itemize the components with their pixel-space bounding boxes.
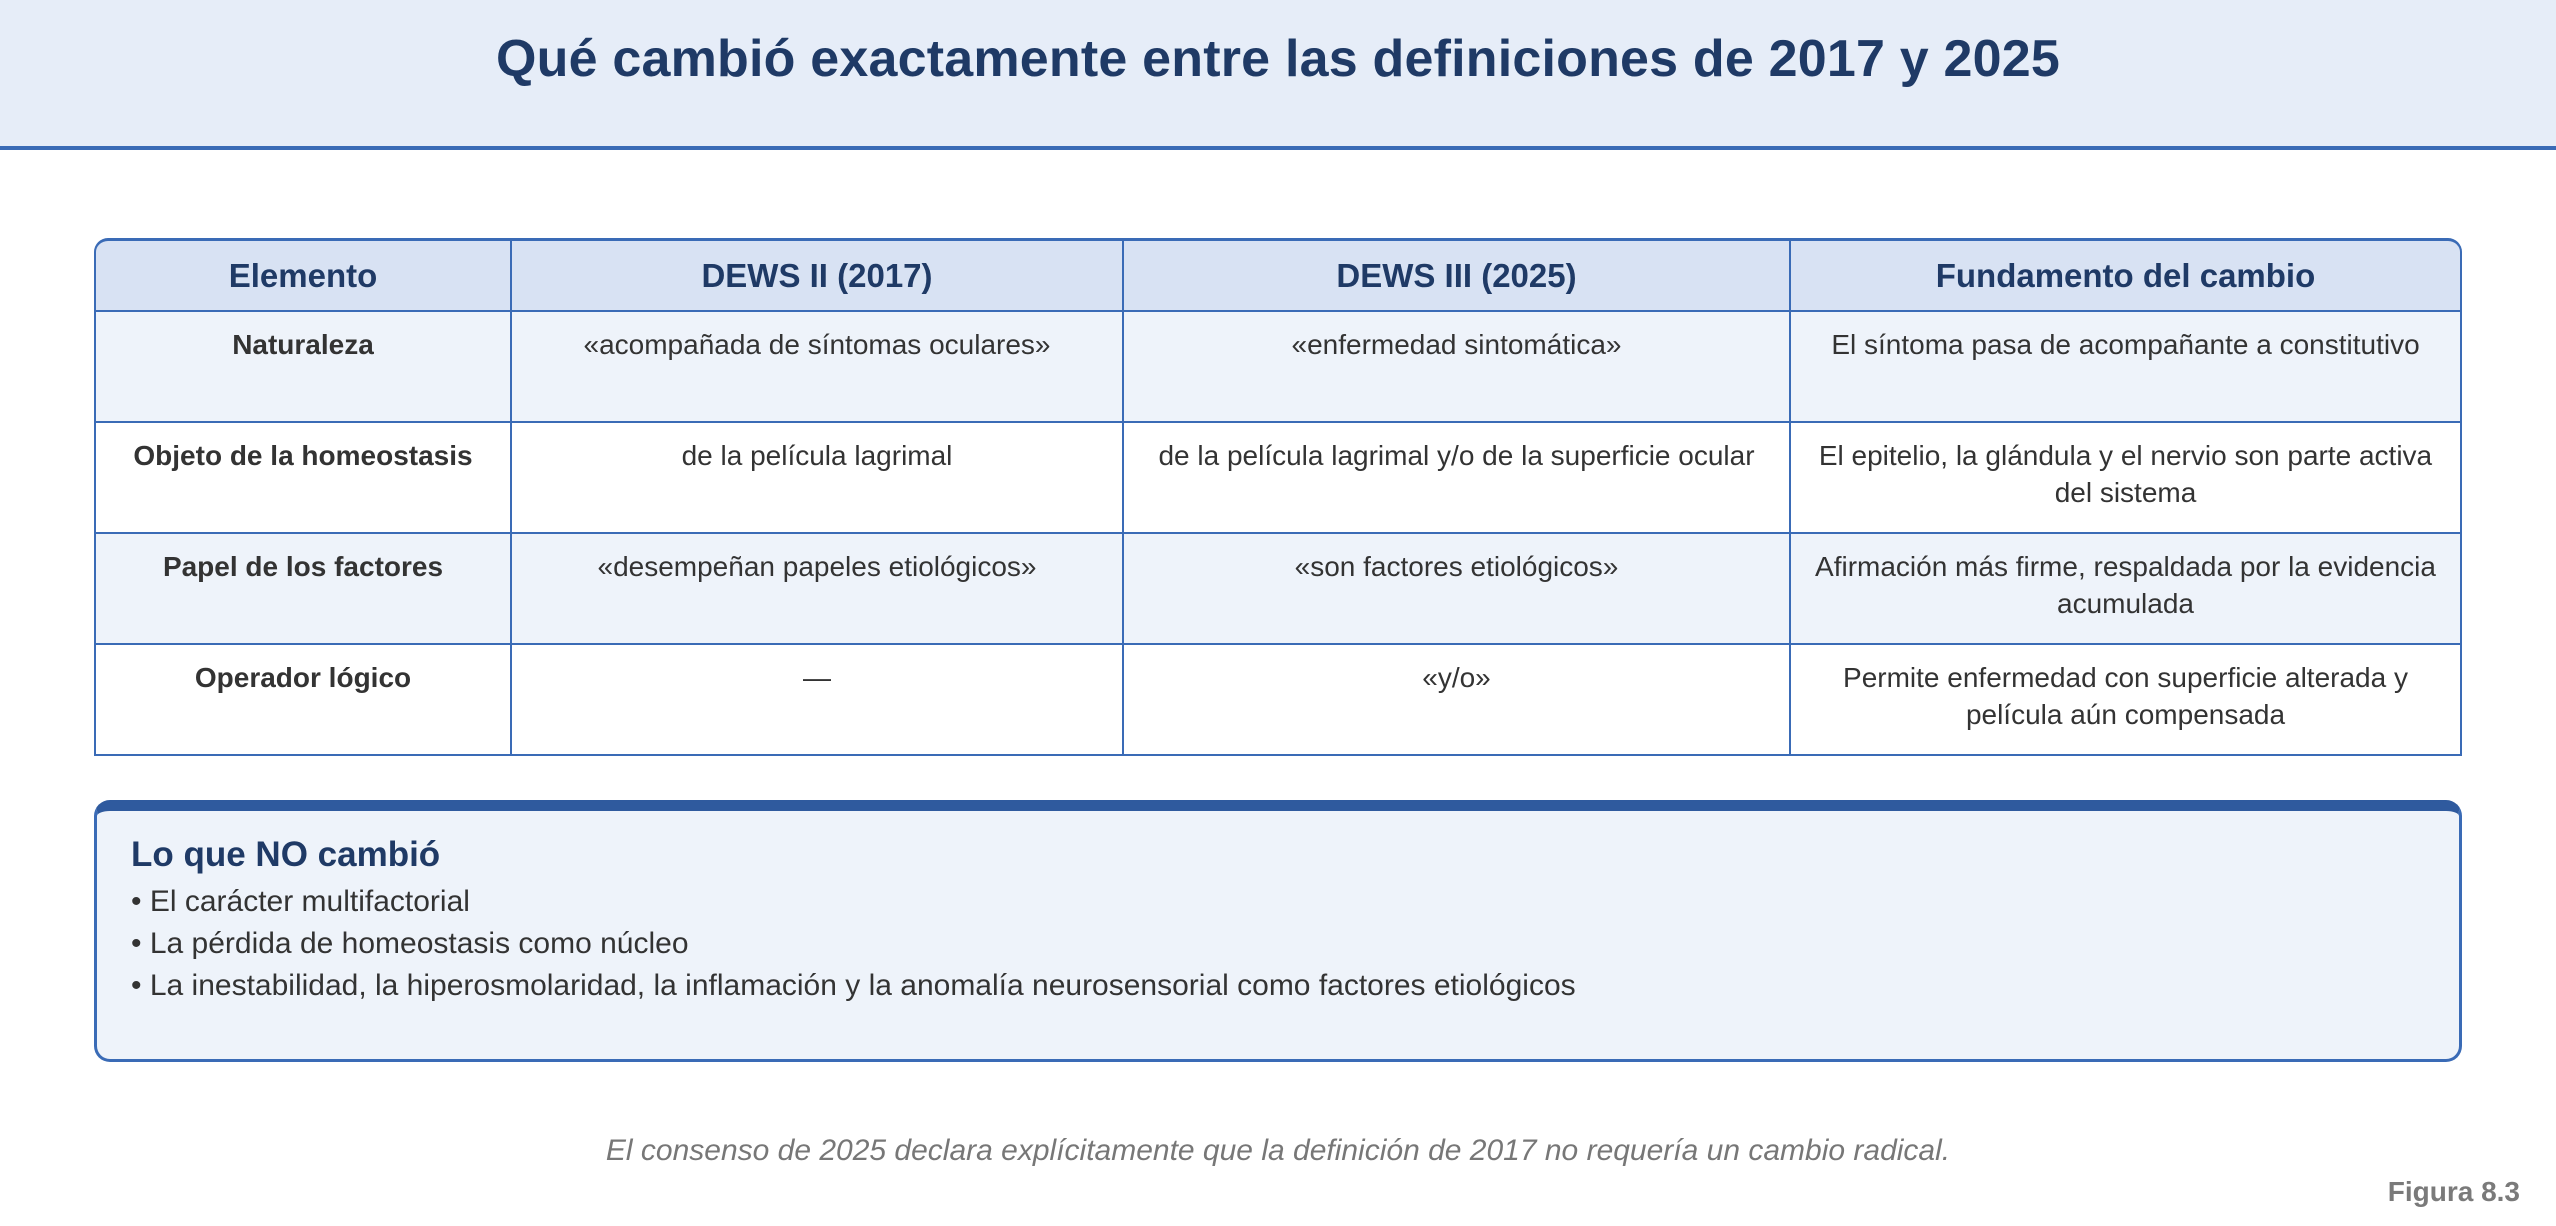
row-label: Papel de los factores [94, 534, 512, 645]
list-item: • La inestabilidad, la hiperosmolaridad,… [131, 969, 1576, 1002]
list-item: • La pérdida de homeostasis como núcleo [131, 927, 689, 960]
header-dews-2017: DEWS II (2017) [512, 238, 1124, 312]
cell-dews-2017: «acompañada de síntomas oculares» [512, 312, 1124, 423]
cell-dews-2017: de la película lagrimal [512, 423, 1124, 534]
page-title: Qué cambió exactamente entre las definic… [495, 30, 2061, 88]
header-fundamento: Fundamento del cambio [1791, 238, 2462, 312]
row-label: Operador lógico [94, 645, 512, 756]
header-elemento: Elemento [94, 238, 512, 312]
table-row: Papel de los factores «desempeñan papele… [94, 534, 2462, 645]
comparison-table: Elemento DEWS II (2017) DEWS III (2025) … [94, 238, 2462, 756]
cell-dews-2017: — [512, 645, 1124, 756]
cell-rationale: Permite enfermedad con superficie altera… [1791, 645, 2462, 756]
cell-rationale: Afirmación más firme, respaldada por la … [1791, 534, 2462, 645]
table-row: Naturaleza «acompañada de síntomas ocula… [94, 312, 2462, 423]
unchanged-callout: Lo que NO cambió • El carácter multifact… [94, 800, 2462, 1062]
cell-dews-2025: «y/o» [1124, 645, 1791, 756]
table-row: Objeto de la homeostasis de la película … [94, 423, 2462, 534]
unchanged-list: • El carácter multifactorial • La pérdid… [131, 881, 2425, 1007]
cell-rationale: El epitelio, la glándula y el nervio son… [1791, 423, 2462, 534]
comparison-table-container: Elemento DEWS II (2017) DEWS III (2025) … [94, 238, 2462, 756]
cell-dews-2025: «son factores etiológicos» [1124, 534, 1791, 645]
unchanged-title: Lo que NO cambió [131, 835, 441, 874]
list-item: • El carácter multifactorial [131, 885, 470, 918]
cell-rationale: El síntoma pasa de acompañante a constit… [1791, 312, 2462, 423]
figure-caption: El consenso de 2025 declara explícitamen… [605, 1134, 1951, 1167]
table-row: Operador lógico — «y/o» Permite enfermed… [94, 645, 2462, 756]
figure-label: Figura 8.3 [2387, 1176, 2520, 1207]
header-dews-2025: DEWS III (2025) [1124, 238, 1791, 312]
table-header-row: Elemento DEWS II (2017) DEWS III (2025) … [94, 238, 2462, 312]
cell-dews-2017: «desempeñan papeles etiológicos» [512, 534, 1124, 645]
row-label: Naturaleza [94, 312, 512, 423]
cell-dews-2025: de la película lagrimal y/o de la superf… [1124, 423, 1791, 534]
row-label: Objeto de la homeostasis [94, 423, 512, 534]
title-banner: Qué cambió exactamente entre las definic… [0, 0, 2556, 150]
cell-dews-2025: «enfermedad sintomática» [1124, 312, 1791, 423]
